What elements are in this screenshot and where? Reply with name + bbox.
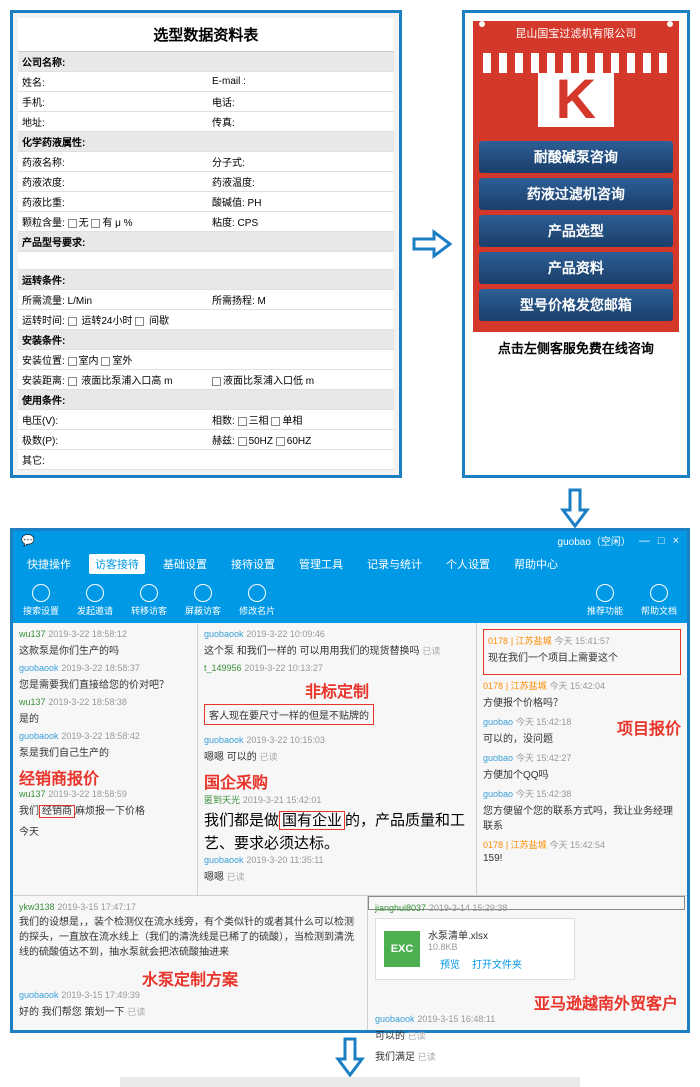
chat-bottom-row: ykw3138 2019-3-15 17:47:17我们的设想是，，装个检测仪在… [13, 895, 687, 1030]
service-menu-panel: 昆山国宝过滤机有限公司 K 耐酸碱泵咨询药液过滤机咨询产品选型产品资料型号价格发… [462, 10, 690, 478]
menu-button[interactable]: 产品资料 [479, 252, 673, 284]
chat-message: 匿到天光 2019-3-21 15:42:01 [204, 793, 470, 806]
form-row: 所需流量: L/Min所需扬程: M [18, 290, 394, 310]
form-row: 其它: [18, 450, 394, 470]
toolbar-icon[interactable]: 搜索设置 [23, 584, 59, 617]
form-row: 运转条件: [18, 270, 394, 290]
menu-button[interactable]: 耐酸碱泵咨询 [479, 141, 673, 173]
form-row: 颗粒含量: 无 有 μ %粘度: CPS [18, 212, 394, 232]
toolbar-icon[interactable]: 发起邀请 [77, 584, 113, 617]
chat-message: guobao 今天 15:42:38您方便留个您的联系方式吗，我让业务经理联系 [483, 787, 681, 832]
chat-message: guobaook 2019-3-22 10:15:03嗯嗯 可以的 已读 [204, 735, 470, 763]
category-label: 经销商报价 [19, 765, 191, 789]
chat-window: 💬 guobao（空闲） — □ × 快捷操作访客接待基础设置接待设置管理工具记… [10, 528, 690, 1033]
chat-tab[interactable]: 记录与统计 [361, 554, 428, 574]
chat-message: guobaook 2019-3-22 18:58:37您是需要我们直接给您的价对… [19, 663, 191, 691]
toolbar-icon[interactable]: 转移访客 [131, 584, 167, 617]
menu-button[interactable]: 药液过滤机咨询 [479, 178, 673, 210]
chat-message: guobaook 2019-3-22 18:58:42泵是我们自己生产的 [19, 731, 191, 759]
maximize-icon[interactable]: □ [658, 535, 665, 547]
chat-tabs: 快捷操作访客接待基础设置接待设置管理工具记录与统计个人设置帮助中心 [13, 550, 687, 578]
chat-message: guobaook 2019-3-20 11:35:11嗯嗯 已读 [204, 855, 470, 883]
selection-form-panel: 选型数据资料表 公司名称:姓名:E-mail :手机:电话:地址:传真:化学药液… [10, 10, 402, 478]
form-row: 电压(V):相数: 三相 单相 [18, 410, 394, 430]
chat-column-3: 0178 | 江苏盐城 今天 15:41:57现在我们一个项目上需要这个 0178… [477, 623, 687, 895]
minimize-icon[interactable]: — [639, 535, 650, 547]
chat-message: guobao 今天 15:42:18 项目报价可以的，没问题 [483, 715, 681, 745]
chat-tab[interactable]: 管理工具 [293, 554, 349, 574]
arrow-right-icon [412, 10, 452, 478]
form-row: 化学药液属性: [18, 132, 394, 152]
menu-buttons: 耐酸碱泵咨询药液过滤机咨询产品选型产品资料型号价格发您邮箱 [473, 135, 679, 332]
form-row: 药液名称:分子式: [18, 152, 394, 172]
form-row: 极数(P):赫兹: 50HZ 60HZ [18, 430, 394, 450]
chat-message: wu137 2019-3-22 18:58:12这款泵是你们生产的吗 [19, 629, 191, 657]
chat-icon-bar: 搜索设置发起邀请转移访客屏蔽访客修改名片 推荐功能帮助文档 [13, 578, 687, 623]
chat-message: t_149956 2019-3-22 10:13:27 [204, 663, 470, 674]
chat-tab[interactable]: 接待设置 [225, 554, 281, 574]
close-icon[interactable]: × [673, 535, 679, 547]
arrow-down-icon [0, 488, 700, 528]
chat-message: guobaook 2019-3-22 10:09:46这个泵 和我们一样的 可以… [204, 629, 470, 657]
chat-bottom-left: ykw3138 2019-3-15 17:47:17我们的设想是，，装个检测仪在… [13, 896, 368, 1030]
form-row: 手机:电话: [18, 92, 394, 112]
form-row: 安装条件: [18, 330, 394, 350]
chat-tab[interactable]: 快捷操作 [21, 554, 77, 574]
toolbar-icon[interactable]: 屏蔽访客 [185, 584, 221, 617]
chat-bottom-right: jianghui8037 2019-3-14 15:29:38EXC水泵清单.x… [368, 896, 685, 910]
chat-column-2: guobaook 2019-3-22 10:09:46这个泵 和我们一样的 可以… [198, 623, 477, 895]
chat-message: 客人现在要尺寸一样的但是不贴牌的 [204, 702, 470, 731]
form-row: 地址:传真: [18, 112, 394, 132]
toolbar-icon[interactable]: 修改名片 [239, 584, 275, 617]
chat-tab[interactable]: 帮助中心 [508, 554, 564, 574]
chat-message: 0178 | 江苏盐城 今天 15:42:54159! [483, 838, 681, 864]
toolbar-icon[interactable]: 帮助文档 [641, 584, 677, 617]
chat-tab[interactable]: 个人设置 [440, 554, 496, 574]
menu-caption: 点击左侧客服免费在线咨询 [473, 338, 679, 357]
chat-tab[interactable]: 基础设置 [157, 554, 213, 574]
form-row: 使用条件: [18, 390, 394, 410]
user-status-badge[interactable]: guobao（空闲） [558, 533, 631, 548]
category-label: 国企采购 [204, 769, 470, 793]
form-title: 选型数据资料表 [18, 18, 394, 52]
chat-message: wu137 2019-3-22 18:58:59我们经销商麻烦报一下价格 [19, 789, 191, 817]
chat-message: 0178 | 江苏盐城 今天 15:41:57现在我们一个项目上需要这个 [483, 629, 681, 675]
form-row: 药液浓度:药液温度: [18, 172, 394, 192]
app-icon: 💬 [21, 534, 35, 547]
form-row: 公司名称: [18, 52, 394, 72]
bottom-placeholder [120, 1077, 580, 1087]
chat-message: 0178 | 江苏盐城 今天 15:42:04方便报个价格吗？ [483, 679, 681, 709]
form-row: 产品型号要求: [18, 232, 394, 252]
toolbar-icon[interactable]: 推荐功能 [587, 584, 623, 617]
top-section: 选型数据资料表 公司名称:姓名:E-mail :手机:电话:地址:传真:化学药液… [0, 0, 700, 488]
chat-tab[interactable]: 访客接待 [89, 554, 145, 574]
form-row: 姓名:E-mail : [18, 72, 394, 92]
form-row: 运转时间: 运转24小时 间歇 [18, 310, 394, 330]
chat-body: wu137 2019-3-22 18:58:12这款泵是你们生产的吗 guobao… [13, 623, 687, 895]
chat-toolbar: 💬 guobao（空闲） — □ × 快捷操作访客接待基础设置接待设置管理工具记… [13, 531, 687, 623]
form-row: 安装距离: 液面比泵浦入口高 m液面比泵浦入口低 m [18, 370, 394, 390]
chat-column-1: wu137 2019-3-22 18:58:12这款泵是你们生产的吗 guobao… [13, 623, 198, 895]
chat-message: wu137 2019-3-22 18:58:38是的 [19, 697, 191, 725]
form-row: 安装位置: 室内 室外 [18, 350, 394, 370]
chat-message: 今天 [19, 823, 191, 838]
form-row [18, 252, 394, 270]
menu-button[interactable]: 产品选型 [479, 215, 673, 247]
form-row: 药液比重:酸碱值: PH [18, 192, 394, 212]
company-header: 昆山国宝过滤机有限公司 [473, 21, 679, 45]
menu-button[interactable]: 型号价格发您邮箱 [479, 289, 673, 321]
highlighted-message: 我们都是做国有企业的，产品质量和工艺、要求必须达标。 [204, 810, 470, 855]
chat-message: guobao 今天 15:42:27方便加个QQ吗 [483, 751, 681, 781]
company-logo: K [473, 45, 679, 135]
file-attachment[interactable]: EXC水泵清单.xlsx10.8KB预览打开文件夹 [375, 918, 575, 980]
